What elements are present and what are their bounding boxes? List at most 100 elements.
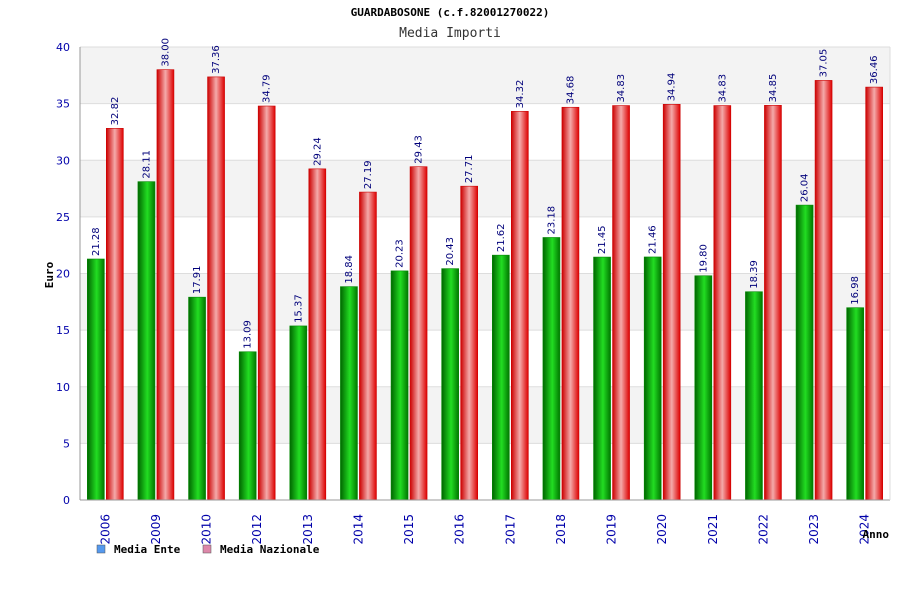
data-label: 36.46: [869, 55, 880, 84]
legend-swatch: [96, 544, 106, 554]
data-label: 29.24: [312, 137, 323, 166]
bar-media-nazionale: [156, 69, 175, 501]
data-label: 26.04: [800, 173, 811, 202]
data-label: 18.84: [344, 255, 355, 284]
bar-media-nazionale: [713, 105, 732, 501]
x-tick-label: 2020: [655, 514, 669, 545]
bar-media-ente: [289, 325, 308, 501]
chart-title: GUARDABOSONE (c.f.82001270022): [351, 6, 550, 19]
bar-media-ente: [188, 296, 206, 501]
y-tick-label: 25: [56, 211, 70, 224]
bar-media-ente: [390, 270, 409, 501]
data-label: 34.79: [262, 74, 273, 103]
y-tick-label: 5: [63, 437, 70, 450]
data-label: 23.18: [546, 206, 557, 235]
data-label: 28.11: [141, 150, 152, 179]
x-tick-label: 2022: [756, 514, 770, 545]
y-tick-label: 40: [56, 41, 70, 54]
x-tick-labels: 2006 2009 2010 2012 2013 2014 2015 2016 2017 2018…: [98, 514, 871, 545]
bar-media-ente: [492, 254, 510, 501]
data-label: 34.83: [717, 74, 728, 103]
legend-swatch: [202, 544, 212, 554]
y-tick-label: 35: [56, 98, 70, 111]
x-axis-label: Anno: [863, 528, 890, 541]
bar-media-ente: [745, 291, 763, 501]
bar-media-nazionale: [409, 166, 428, 501]
data-label: 27.71: [464, 155, 475, 184]
bar-media-nazionale: [662, 104, 681, 501]
bar-media-nazionale: [612, 105, 630, 501]
bar-media-ente: [643, 256, 662, 501]
data-label: 38.00: [160, 38, 171, 67]
data-label: 34.32: [515, 80, 526, 109]
x-tick-label: 2012: [250, 514, 264, 545]
bar-media-nazionale: [359, 191, 377, 501]
bar-media-ente: [87, 258, 105, 501]
data-label: 37.36: [211, 45, 222, 74]
bar-media-nazionale: [257, 105, 276, 501]
value-labels-group: 21.28 28.11 17.91 13.09 15.37 18.84 20.23 20.43…: [91, 38, 880, 349]
bar-media-ente: [846, 307, 864, 501]
y-tick-label: 30: [56, 154, 70, 167]
x-tick-label: 2021: [706, 514, 720, 545]
data-label: 27.19: [363, 160, 374, 189]
chart-subtitle: Media Importi: [399, 26, 501, 41]
bar-media-ente: [137, 181, 156, 501]
bar-media-ente: [542, 237, 561, 501]
legend-label: Media Ente: [114, 543, 181, 556]
bars-group: [87, 69, 883, 501]
bar-media-nazionale: [207, 76, 225, 501]
bar-media-nazionale: [308, 168, 327, 501]
x-tick-label: 2013: [301, 514, 315, 545]
bar-media-nazionale: [561, 106, 580, 501]
data-label: 16.98: [850, 276, 861, 305]
axes: [79, 47, 891, 501]
x-tick-label: 2009: [149, 514, 163, 545]
data-label: 34.83: [616, 74, 627, 103]
bar-media-nazionale: [460, 185, 478, 501]
data-label: 13.09: [243, 320, 254, 349]
bar-media-ente: [441, 268, 459, 501]
x-tick-label: 2014: [351, 514, 365, 545]
data-label: 34.68: [565, 76, 576, 105]
data-label: 34.94: [667, 73, 678, 102]
x-tick-label: 2017: [503, 514, 517, 545]
data-label: 21.62: [496, 224, 507, 253]
x-tick-label: 2006: [98, 514, 112, 545]
y-tick-label: 10: [56, 381, 70, 394]
bar-media-ente: [238, 351, 257, 501]
y-tick-label: 15: [56, 324, 70, 337]
legend: Media Ente Media Nazionale: [96, 543, 320, 556]
x-tick-label: 2018: [554, 514, 568, 545]
y-tick-label: 20: [56, 268, 70, 281]
bar-media-ente: [593, 256, 611, 501]
bar-media-nazionale: [511, 111, 529, 501]
data-label: 21.28: [91, 227, 102, 256]
bar-media-ente: [340, 286, 358, 501]
x-tick-label: 2023: [807, 514, 821, 545]
bar-media-nazionale: [865, 86, 883, 501]
data-label: 34.85: [768, 74, 779, 103]
x-tick-label: 2015: [402, 514, 416, 545]
data-label: 15.37: [293, 294, 304, 323]
data-label: 18.39: [749, 260, 760, 289]
bar-media-ente: [795, 204, 814, 501]
bar-media-ente: [694, 275, 713, 501]
bar-media-nazionale: [764, 105, 782, 501]
x-tick-label: 2010: [200, 514, 214, 545]
y-axis-label: Euro: [43, 261, 56, 288]
y-tick-label: 0: [63, 494, 70, 507]
data-label: 17.91: [192, 266, 203, 295]
data-label: 29.43: [414, 135, 425, 164]
x-tick-label: 2019: [605, 514, 619, 545]
data-label: 32.82: [110, 97, 121, 126]
data-label: 21.46: [648, 225, 659, 254]
data-label: 20.43: [445, 237, 456, 266]
y-tick-labels: 0 5 10 15 20 25 30 35 40: [56, 41, 70, 507]
bar-media-nazionale: [106, 128, 124, 501]
bar-media-nazionale: [814, 80, 833, 501]
data-label: 21.45: [597, 225, 608, 254]
data-label: 37.05: [819, 49, 830, 78]
x-tick-label: 2024: [858, 514, 872, 545]
